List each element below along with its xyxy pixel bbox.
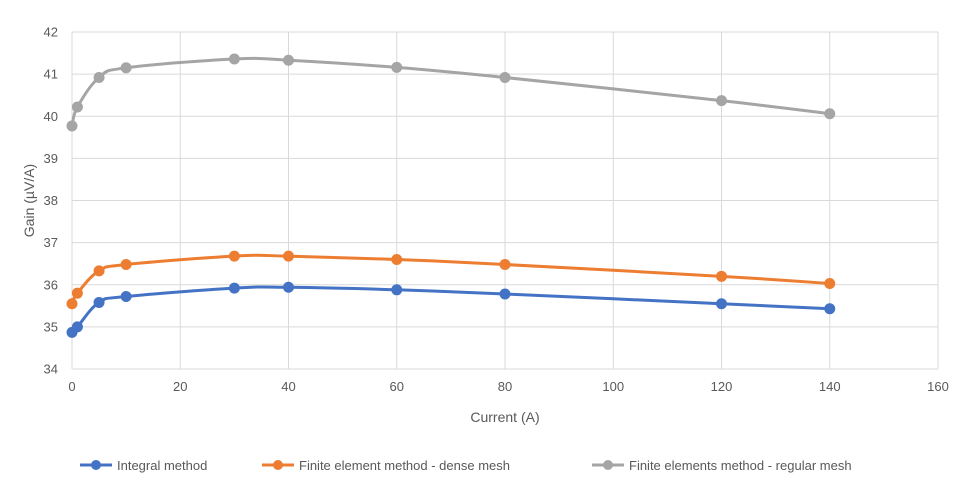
x-tick-label: 100 <box>602 379 624 394</box>
data-point <box>66 120 78 132</box>
data-point <box>228 250 240 262</box>
x-tick-label: 40 <box>281 379 295 394</box>
data-point <box>93 265 105 277</box>
legend-item: Integral method <box>80 458 207 473</box>
data-point <box>716 95 727 107</box>
data-point <box>283 54 294 66</box>
legend-swatch-marker <box>603 460 613 470</box>
data-point <box>283 250 294 262</box>
data-point <box>391 284 403 296</box>
data-point <box>93 71 105 83</box>
legend-swatch-marker <box>91 460 101 470</box>
x-axis-title: Current (A) <box>470 409 539 425</box>
y-tick-label: 36 <box>44 277 58 292</box>
legend: Integral method Finite element method - d… <box>80 458 852 473</box>
legend-label: Finite element method - dense mesh <box>299 458 510 473</box>
y-tick-label: 34 <box>44 362 58 377</box>
data-point <box>71 101 83 113</box>
y-tick-label: 38 <box>44 193 58 208</box>
series-line <box>70 253 832 306</box>
y-tick-label: 39 <box>44 151 58 166</box>
axes: 34 35 36 37 38 39 40 41 42 0 20 40 60 80 100 120 140 160 <box>44 25 949 395</box>
x-tick-label: 20 <box>173 379 187 394</box>
gridlines <box>71 31 939 370</box>
data-point <box>120 259 132 271</box>
y-tick-label: 40 <box>44 109 58 124</box>
data-point <box>120 291 132 303</box>
data-point <box>71 287 83 299</box>
data-point <box>824 303 836 315</box>
legend-label: Integral method <box>117 458 207 473</box>
y-tick-label: 37 <box>44 235 58 250</box>
legend-swatch-marker <box>273 460 283 470</box>
data-point <box>71 321 83 333</box>
data-point <box>391 253 403 265</box>
data-point <box>120 62 132 74</box>
x-tick-label: 160 <box>927 379 949 394</box>
data-point <box>499 259 511 271</box>
y-tick-label: 42 <box>44 25 58 40</box>
data-point <box>228 282 240 294</box>
y-tick-label: 35 <box>44 319 58 334</box>
data-point <box>824 277 836 289</box>
data-point <box>283 281 294 293</box>
series-group <box>66 53 836 132</box>
x-tick-label: 0 <box>68 379 75 394</box>
data-point <box>824 108 836 120</box>
data-point <box>391 61 403 73</box>
x-tick-label: 140 <box>819 379 841 394</box>
x-tick-label: 120 <box>711 379 733 394</box>
y-tick-label: 41 <box>44 67 58 82</box>
series-line <box>70 285 832 334</box>
data-point <box>93 296 105 308</box>
y-axis-title: Gain (µV/A) <box>21 164 37 237</box>
data-point <box>499 288 511 300</box>
x-tick-label: 80 <box>498 379 512 394</box>
legend-label: Finite elements method - regular mesh <box>629 458 852 473</box>
series-group <box>66 250 836 310</box>
data-point <box>716 270 727 282</box>
series-lines <box>66 53 836 338</box>
x-tick-label: 60 <box>390 379 404 394</box>
legend-item: Finite elements method - regular mesh <box>592 458 852 473</box>
data-point <box>228 53 240 65</box>
data-point <box>716 298 727 310</box>
data-point <box>499 71 511 83</box>
legend-item: Finite element method - dense mesh <box>262 458 510 473</box>
series-group <box>66 281 836 338</box>
data-point <box>66 298 78 310</box>
